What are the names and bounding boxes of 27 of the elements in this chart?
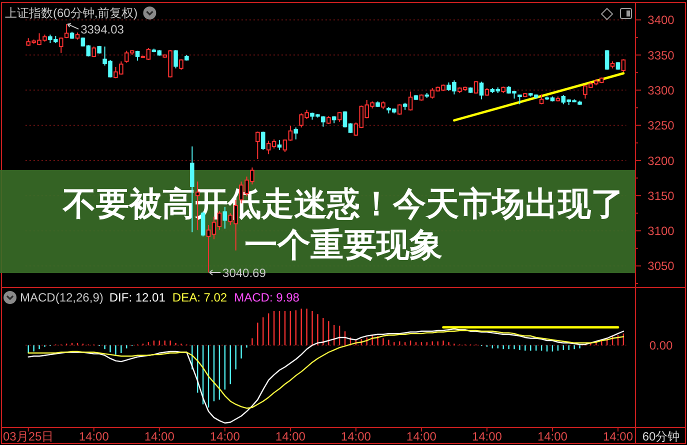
y-tick-label: 3200 xyxy=(648,154,675,168)
x-tick-label: 14:00 xyxy=(275,430,306,444)
y-tick-label: 3100 xyxy=(648,224,675,238)
y-tick-label: 3400 xyxy=(648,13,675,28)
text: 60分钟 xyxy=(642,430,680,444)
x-tick-label: 14:00 xyxy=(340,430,372,444)
chart-title: MACD(12,26,9) xyxy=(20,290,104,304)
x-tick-label: 14:00 xyxy=(210,430,240,444)
y-tick-label: 3150 xyxy=(648,188,675,203)
text: DEA: 7.02 xyxy=(172,290,228,304)
text: MACD: 9.98 xyxy=(234,290,300,304)
x-tick-label: 14:00 xyxy=(472,430,502,444)
x-tick-label: 03月25日 xyxy=(3,430,54,444)
chart-title: 上证指数(60分钟,前复权) xyxy=(5,6,138,20)
y-tick-label: 3300 xyxy=(648,83,675,98)
x-tick-label: 14:00 xyxy=(537,430,568,444)
y-tick-label: 3250 xyxy=(648,118,675,133)
text: DIF: 12.01 xyxy=(109,290,166,304)
ref-line-label: 0.00 xyxy=(649,338,673,353)
annotation: 3040.69 xyxy=(222,266,266,280)
x-tick-label: 14:00 xyxy=(602,430,634,444)
x-tick-label: 14:00 xyxy=(78,430,110,444)
x-tick-label: 14:00 xyxy=(406,430,437,444)
annotation: 3394.03 xyxy=(80,22,124,37)
y-tick-label: 3050 xyxy=(648,259,675,274)
x-tick-label: 14:00 xyxy=(144,430,175,444)
y-tick-label: 3350 xyxy=(648,48,675,62)
